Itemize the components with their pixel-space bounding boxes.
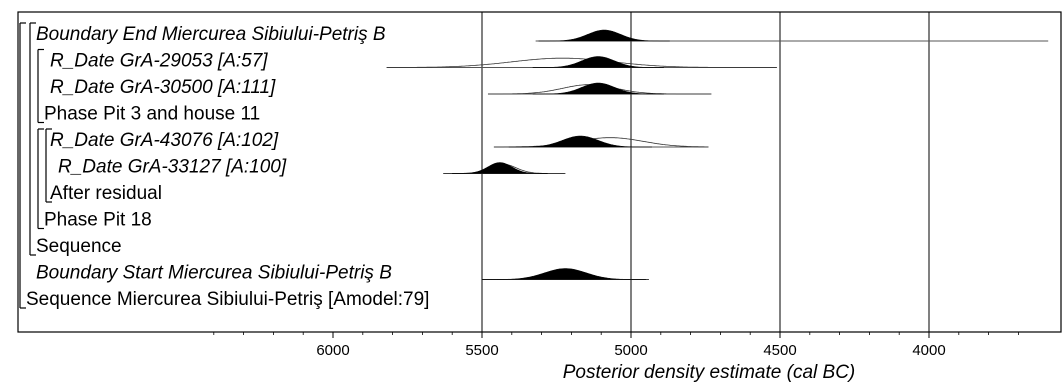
posterior-distribution (482, 268, 649, 280)
x-tick-label: 6000 (316, 342, 349, 359)
row-label: R_Date GrA-30500 [A:111] (50, 77, 276, 98)
row-label: Sequence (36, 236, 122, 257)
row-label: Boundary Start Miercurea Sibiului-Petriş… (36, 263, 392, 284)
row-label: R_Date GrA-29053 [A:57] (50, 51, 268, 72)
x-axis-label: Posterior density estimate (cal BC) (563, 362, 856, 383)
posterior-distribution (452, 162, 548, 174)
prior-distribution (493, 137, 709, 148)
posterior-distribution (538, 29, 670, 42)
x-tick-label: 5500 (465, 342, 498, 359)
prior-distribution (386, 57, 777, 68)
posterior-distribution (508, 135, 652, 148)
x-tick-label: 4000 (912, 342, 945, 359)
row-label: Phase Pit 3 and house 11 (44, 104, 260, 125)
posterior-distribution (532, 82, 664, 95)
row-label: R_Date GrA-33127 [A:100] (58, 157, 287, 178)
x-tick-label: 5000 (614, 342, 647, 359)
row-label: Sequence Miercurea Sibiului-Petriş [Amod… (26, 289, 429, 310)
x-tick-label: 4500 (763, 342, 796, 359)
row-label: After residual (50, 183, 162, 204)
posterior-distribution (532, 56, 664, 68)
row-label: Boundary End Miercurea Sibiului-Petriş B (36, 24, 386, 45)
row-label: R_Date GrA-43076 [A:102] (50, 130, 279, 151)
row-label: Phase Pit 18 (44, 210, 152, 231)
plot-frame (17, 11, 1062, 333)
